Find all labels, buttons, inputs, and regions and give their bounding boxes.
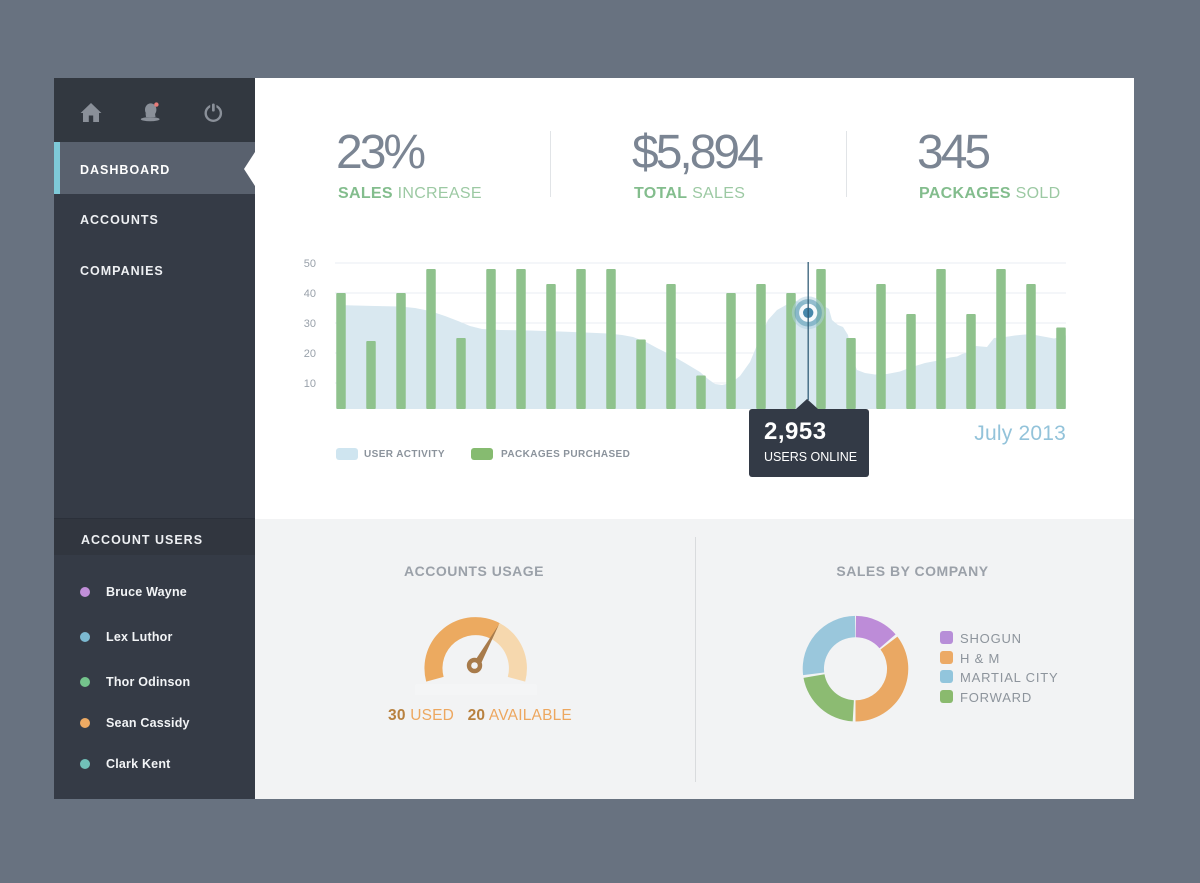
- svg-text:10: 10: [304, 378, 316, 390]
- svg-text:50: 50: [304, 258, 316, 270]
- svg-text:20: 20: [304, 348, 316, 360]
- svg-text:30: 30: [304, 318, 316, 330]
- svg-text:40: 40: [304, 288, 316, 300]
